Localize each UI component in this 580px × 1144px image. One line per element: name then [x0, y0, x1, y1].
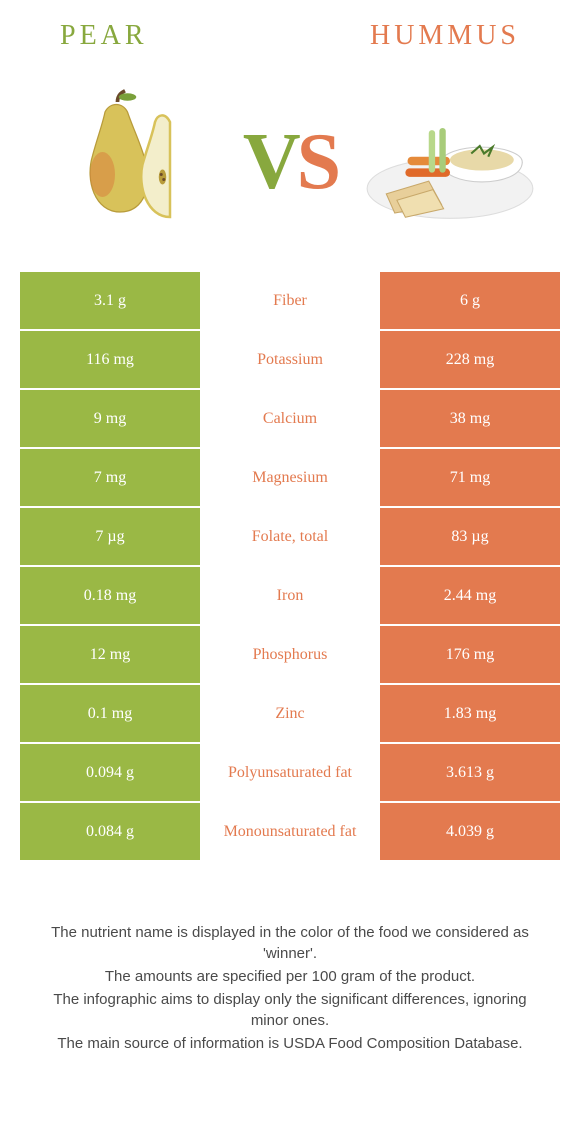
- pear-icon: [55, 87, 205, 237]
- footnotes: The nutrient name is displayed in the co…: [20, 862, 560, 1054]
- hummus-icon: [365, 92, 535, 232]
- footnote-line: The infographic aims to display only the…: [40, 989, 540, 1031]
- right-value-cell: 3.613 g: [380, 744, 560, 801]
- right-value-cell: 176 mg: [380, 626, 560, 683]
- nutrient-label: Monounsaturated fat: [200, 803, 380, 860]
- right-value-cell: 2.44 mg: [380, 567, 560, 624]
- vs-v: V: [243, 118, 297, 206]
- footnote-line: The main source of information is USDA F…: [40, 1033, 540, 1054]
- left-value-cell: 9 mg: [20, 390, 200, 447]
- right-value-cell: 4.039 g: [380, 803, 560, 860]
- nutrient-label: Polyunsaturated fat: [200, 744, 380, 801]
- nutrient-label: Potassium: [200, 331, 380, 388]
- left-value-cell: 0.18 mg: [20, 567, 200, 624]
- table-row: 0.18 mgIron2.44 mg: [20, 567, 560, 624]
- footnote-line: The amounts are specified per 100 gram o…: [40, 966, 540, 987]
- table-row: 12 mgPhosphorus176 mg: [20, 626, 560, 683]
- left-value-cell: 0.1 mg: [20, 685, 200, 742]
- nutrient-label: Iron: [200, 567, 380, 624]
- nutrient-label: Zinc: [200, 685, 380, 742]
- header-titles: PEAR HUMMUS: [20, 20, 560, 52]
- left-value-cell: 0.084 g: [20, 803, 200, 860]
- right-value-cell: 38 mg: [380, 390, 560, 447]
- table-row: 3.1 gFiber6 g: [20, 272, 560, 329]
- nutrient-table: 3.1 gFiber6 g116 mgPotassium228 mg9 mgCa…: [20, 272, 560, 860]
- nutrient-label: Magnesium: [200, 449, 380, 506]
- right-value-cell: 1.83 mg: [380, 685, 560, 742]
- left-value-cell: 116 mg: [20, 331, 200, 388]
- nutrient-label: Folate, total: [200, 508, 380, 565]
- left-value-cell: 7 µg: [20, 508, 200, 565]
- left-food-title: PEAR: [60, 20, 148, 52]
- left-value-cell: 7 mg: [20, 449, 200, 506]
- right-value-cell: 6 g: [380, 272, 560, 329]
- vs-s: S: [297, 118, 338, 206]
- nutrient-label: Calcium: [200, 390, 380, 447]
- pear-image: [40, 82, 220, 242]
- nutrient-label: Fiber: [200, 272, 380, 329]
- left-value-cell: 0.094 g: [20, 744, 200, 801]
- right-value-cell: 83 µg: [380, 508, 560, 565]
- left-value-cell: 12 mg: [20, 626, 200, 683]
- table-row: 0.094 gPolyunsaturated fat3.613 g: [20, 744, 560, 801]
- right-food-title: HUMMUS: [370, 20, 520, 52]
- left-value-cell: 3.1 g: [20, 272, 200, 329]
- table-row: 116 mgPotassium228 mg: [20, 331, 560, 388]
- right-value-cell: 228 mg: [380, 331, 560, 388]
- right-value-cell: 71 mg: [380, 449, 560, 506]
- footnote-line: The nutrient name is displayed in the co…: [40, 922, 540, 964]
- table-row: 7 µgFolate, total83 µg: [20, 508, 560, 565]
- table-row: 9 mgCalcium38 mg: [20, 390, 560, 447]
- vs-label: VS: [243, 117, 337, 208]
- hummus-image: [360, 82, 540, 242]
- nutrient-label: Phosphorus: [200, 626, 380, 683]
- table-row: 0.084 gMonounsaturated fat4.039 g: [20, 803, 560, 860]
- table-row: 0.1 mgZinc1.83 mg: [20, 685, 560, 742]
- images-row: VS: [20, 72, 560, 272]
- table-row: 7 mgMagnesium71 mg: [20, 449, 560, 506]
- infographic-container: PEAR HUMMUS VS: [0, 0, 580, 1054]
